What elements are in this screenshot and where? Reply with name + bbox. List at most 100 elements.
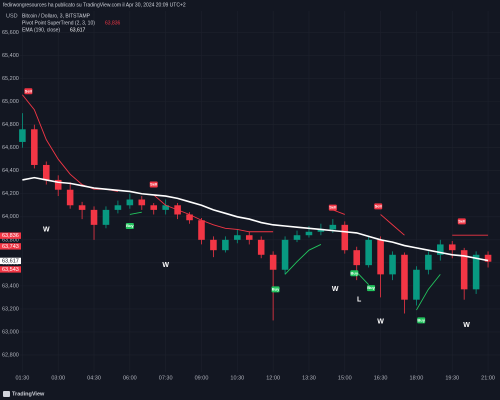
signal-label: Sell bbox=[375, 203, 382, 208]
price-badge-label: 63,743 bbox=[2, 244, 19, 250]
candle-body bbox=[377, 239, 384, 275]
y-tick-label: 65,200 bbox=[2, 76, 19, 82]
x-tick-label: 01:30 bbox=[16, 375, 30, 381]
signal-box bbox=[457, 218, 466, 225]
y-tick-label: 63,200 bbox=[2, 306, 19, 312]
annotation: W bbox=[332, 286, 339, 293]
signal-label: Sell bbox=[458, 218, 465, 223]
candle-body bbox=[19, 129, 26, 142]
price-badge-label: 63,836 bbox=[2, 233, 19, 239]
y-tick-label: 64,400 bbox=[2, 168, 19, 174]
candle-body bbox=[269, 254, 277, 270]
header: fedirwongresources ha publicato su Tradi… bbox=[3, 2, 186, 8]
annotation: L bbox=[357, 297, 362, 304]
x-tick-label: 12:00 bbox=[266, 375, 280, 381]
supertrend-upper bbox=[22, 94, 489, 236]
y-tick-label: 65,600 bbox=[2, 30, 19, 36]
legend-title: Bitcoin / Dollaro, 3, BITSTAMP bbox=[22, 13, 91, 19]
legend-supertrend-value: 63,836 bbox=[105, 20, 121, 26]
candle-body bbox=[138, 199, 146, 206]
annotation: W bbox=[377, 318, 384, 325]
y-tick-label: 64,000 bbox=[2, 214, 19, 220]
annotation: W bbox=[162, 262, 169, 269]
candle-body bbox=[329, 224, 337, 230]
plot: Sell Sell Sell Sell Sell Buy Buy Buy Buy Buy W W W L W… bbox=[19, 88, 492, 329]
candle-body bbox=[437, 244, 444, 255]
x-tick-label: 03:00 bbox=[51, 375, 65, 381]
signal-label: Sell bbox=[150, 182, 157, 187]
candle-body bbox=[353, 250, 360, 266]
candle-body bbox=[389, 254, 396, 275]
candle-body bbox=[484, 254, 492, 262]
signal-label: Buy bbox=[417, 317, 425, 322]
candle-body bbox=[293, 235, 301, 240]
y-tick-label: 65,000 bbox=[2, 99, 19, 105]
unit: USD bbox=[6, 13, 18, 19]
signal-label: Buy bbox=[351, 270, 359, 275]
y-tick-label: 63,800 bbox=[2, 237, 19, 243]
candle-body bbox=[198, 220, 205, 240]
signal-label: Buy bbox=[272, 286, 280, 291]
candle-body bbox=[257, 239, 265, 255]
candle-body bbox=[401, 254, 408, 300]
candle-body bbox=[460, 250, 468, 290]
signal-box bbox=[149, 181, 158, 188]
signal-box bbox=[367, 285, 376, 292]
candle-body bbox=[448, 244, 456, 251]
candle-body bbox=[341, 224, 349, 251]
y-tick-label: 63,000 bbox=[2, 329, 19, 335]
candle-body bbox=[425, 254, 432, 270]
y-tick-label: 62,800 bbox=[2, 352, 19, 358]
legend-ema-value: 63,617 bbox=[70, 27, 86, 33]
signal-label: Sell bbox=[25, 88, 32, 93]
signal-box bbox=[271, 286, 280, 293]
candle-body bbox=[281, 239, 289, 270]
candle-body bbox=[102, 209, 110, 225]
candle-body bbox=[54, 179, 62, 190]
supertrend-lower bbox=[129, 211, 441, 311]
price-badge bbox=[0, 266, 21, 273]
signal-label: Buy bbox=[126, 223, 134, 228]
x-tick-label: 16:30 bbox=[374, 375, 388, 381]
x-tick-label: 15:00 bbox=[338, 375, 352, 381]
candle-body bbox=[66, 189, 74, 206]
candle-body bbox=[245, 235, 253, 240]
signal-box bbox=[350, 270, 359, 277]
price-badge bbox=[0, 232, 21, 239]
signal-box bbox=[374, 203, 383, 210]
price-badge bbox=[0, 257, 21, 265]
ema-line bbox=[22, 176, 489, 262]
candle-body bbox=[186, 214, 193, 221]
x-tick-label: 18:00 bbox=[410, 375, 424, 381]
y-tick-label: 65,400 bbox=[2, 53, 19, 59]
signal-box bbox=[24, 88, 33, 95]
x-tick-label: 04:30 bbox=[87, 375, 101, 381]
signal-box bbox=[328, 204, 337, 211]
legend-supertrend: Pivot Point SuperTrend (2, 3, 10) bbox=[22, 20, 95, 26]
footer-bar bbox=[0, 388, 500, 400]
candle-body bbox=[150, 205, 158, 210]
y-tick-label: 64,200 bbox=[2, 191, 19, 197]
x-tick-label: 19:30 bbox=[445, 375, 459, 381]
x-tick-label: 10:30 bbox=[230, 375, 244, 381]
price-badge bbox=[0, 243, 21, 250]
annotation: W bbox=[463, 322, 470, 329]
candle-body bbox=[210, 239, 217, 251]
candle-body bbox=[162, 205, 169, 210]
annotation: W bbox=[43, 226, 50, 233]
y-tick-label: 64,600 bbox=[2, 145, 19, 151]
candle-body bbox=[222, 239, 229, 251]
candle-body bbox=[114, 205, 122, 210]
candle-body bbox=[31, 129, 38, 165]
candle-body bbox=[305, 231, 313, 236]
x-tick-label: 13:30 bbox=[302, 375, 316, 381]
candle-body bbox=[413, 269, 420, 300]
header-bar bbox=[0, 0, 500, 11]
x-tick-label: 09:00 bbox=[195, 375, 209, 381]
price-badge-label: 63,543 bbox=[2, 267, 19, 273]
signal-label: Buy bbox=[367, 285, 375, 290]
axes: 62,80063,00063,20063,40063,60063,80064,0… bbox=[0, 30, 500, 388]
candle-body bbox=[126, 199, 134, 206]
candle-body bbox=[90, 209, 98, 225]
y-tick-label: 64,800 bbox=[2, 122, 19, 128]
